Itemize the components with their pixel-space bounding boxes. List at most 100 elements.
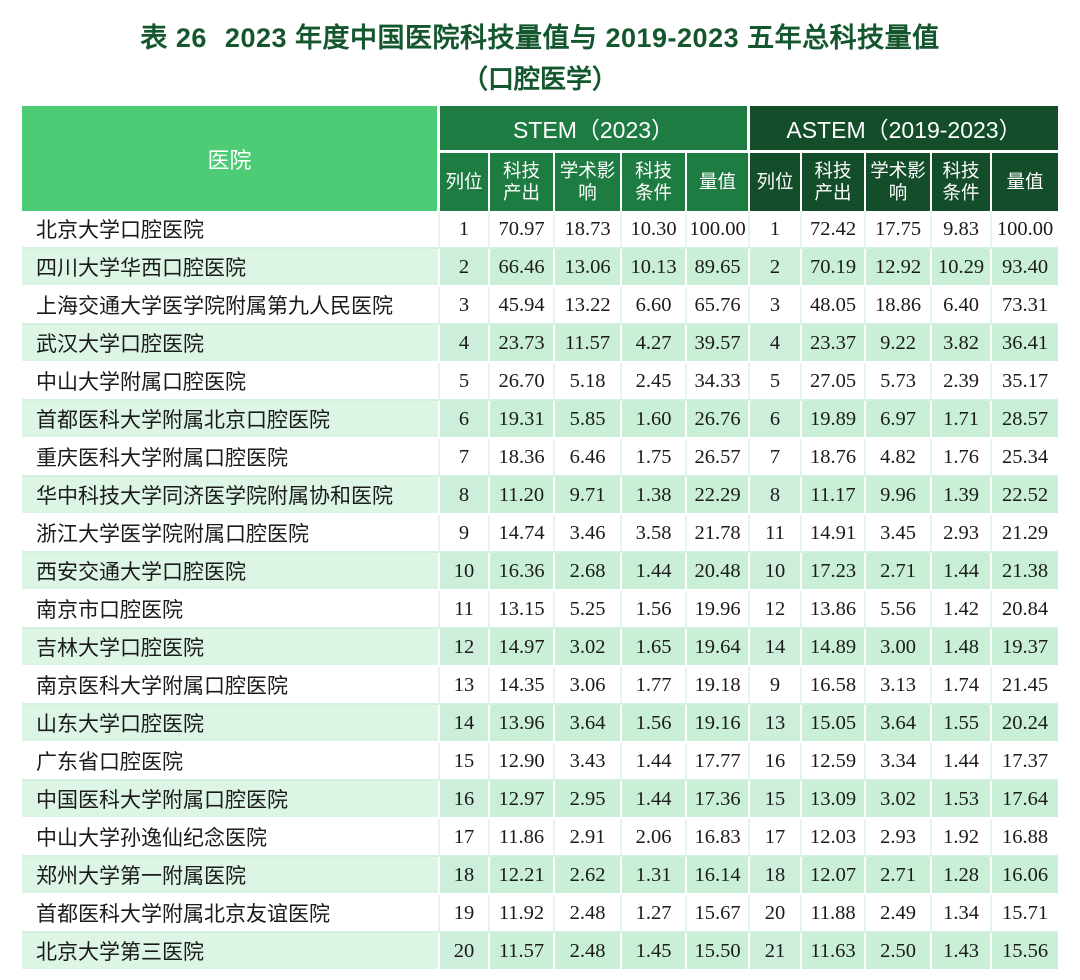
astem-output: 72.42	[802, 211, 866, 249]
astem-value: 16.06	[992, 857, 1058, 895]
astem-impact: 9.22	[866, 325, 932, 363]
astem-output: 12.03	[802, 819, 866, 857]
astem-output: 17.23	[802, 553, 866, 591]
stem-rank: 14	[440, 705, 490, 743]
stem-group-header: STEM（2023）	[440, 106, 750, 153]
stem-output: 18.36	[490, 439, 555, 477]
hospital-name: 南京市口腔医院	[22, 591, 440, 629]
stem-value: 65.76	[687, 287, 750, 325]
stem-impact: 5.25	[555, 591, 622, 629]
hospital-name: 浙江大学医学院附属口腔医院	[22, 515, 440, 553]
stem-rank: 7	[440, 439, 490, 477]
astem-value: 21.38	[992, 553, 1058, 591]
hospital-name: 首都医科大学附属北京友谊医院	[22, 895, 440, 933]
astem-value: 22.52	[992, 477, 1058, 515]
ranking-table: 医院 STEM（2023） ASTEM（2019-2023） 列位 科技产出 学术影…	[22, 106, 1058, 971]
astem-rank: 12	[750, 591, 802, 629]
astem-output: 27.05	[802, 363, 866, 401]
astem-rank: 1	[750, 211, 802, 249]
stem-rank: 18	[440, 857, 490, 895]
stem-output: 11.86	[490, 819, 555, 857]
astem-condition: 10.29	[932, 249, 992, 287]
stem-condition: 1.56	[622, 705, 687, 743]
astem-output: 13.86	[802, 591, 866, 629]
astem-condition: 1.92	[932, 819, 992, 857]
table-title-text: 2023 年度中国医院科技量值与 2019-2023 五年总科技量值	[224, 23, 940, 53]
astem-output: 15.05	[802, 705, 866, 743]
stem-impact: 9.71	[555, 477, 622, 515]
stem-condition: 1.45	[622, 933, 687, 971]
hospital-name: 郑州大学第一附属医院	[22, 857, 440, 895]
stem-condition: 2.45	[622, 363, 687, 401]
stem-rank: 17	[440, 819, 490, 857]
astem-condition: 1.28	[932, 857, 992, 895]
table-row: 中国医科大学附属口腔医院 16 12.97 2.95 1.44 17.36 15 13.09 3…	[22, 781, 1058, 819]
astem-rank: 18	[750, 857, 802, 895]
astem-rank: 9	[750, 667, 802, 705]
table-row: 吉林大学口腔医院 12 14.97 3.02 1.65 19.64 14 14.89 3.00 1…	[22, 629, 1058, 667]
table-body: 北京大学口腔医院 1 70.97 18.73 10.30 100.00 1 72.42 17.7…	[22, 211, 1058, 971]
stem-value: 89.65	[687, 249, 750, 287]
stem-impact: 3.02	[555, 629, 622, 667]
stem-output: 11.92	[490, 895, 555, 933]
hospital-name: 南京医科大学附属口腔医院	[22, 667, 440, 705]
stem-value: 34.33	[687, 363, 750, 401]
stem-impact: 2.91	[555, 819, 622, 857]
astem-impact: 12.92	[866, 249, 932, 287]
stem-value: 15.50	[687, 933, 750, 971]
astem-rank: 3	[750, 287, 802, 325]
stem-condition: 1.31	[622, 857, 687, 895]
stem-subheader-1: 科技产出	[490, 153, 555, 211]
astem-impact: 17.75	[866, 211, 932, 249]
hospital-name: 四川大学华西口腔医院	[22, 249, 440, 287]
astem-condition: 1.71	[932, 401, 992, 439]
table-row: 重庆医科大学附属口腔医院 7 18.36 6.46 1.75 26.57 7 18.76 4.8…	[22, 439, 1058, 477]
stem-value: 19.18	[687, 667, 750, 705]
stem-output: 13.15	[490, 591, 555, 629]
astem-output: 12.59	[802, 743, 866, 781]
table-row: 武汉大学口腔医院 4 23.73 11.57 4.27 39.57 4 23.37 9.22 3.…	[22, 325, 1058, 363]
stem-condition: 6.60	[622, 287, 687, 325]
astem-rank: 14	[750, 629, 802, 667]
astem-rank: 2	[750, 249, 802, 287]
stem-condition: 2.06	[622, 819, 687, 857]
stem-value: 19.16	[687, 705, 750, 743]
stem-condition: 1.44	[622, 553, 687, 591]
astem-impact: 4.82	[866, 439, 932, 477]
table-row: 浙江大学医学院附属口腔医院 9 14.74 3.46 3.58 21.78 11 14.91 3…	[22, 515, 1058, 553]
astem-condition: 9.83	[932, 211, 992, 249]
stem-impact: 5.18	[555, 363, 622, 401]
table-row: 中山大学附属口腔医院 5 26.70 5.18 2.45 34.33 5 27.05 5.73 2…	[22, 363, 1058, 401]
stem-output: 14.74	[490, 515, 555, 553]
stem-condition: 3.58	[622, 515, 687, 553]
astem-impact: 9.96	[866, 477, 932, 515]
stem-impact: 18.73	[555, 211, 622, 249]
table-row: 首都医科大学附属北京口腔医院 6 19.31 5.85 1.60 26.76 6 19.89 6…	[22, 401, 1058, 439]
astem-impact: 2.71	[866, 553, 932, 591]
astem-condition: 1.39	[932, 477, 992, 515]
astem-condition: 2.93	[932, 515, 992, 553]
stem-value: 17.36	[687, 781, 750, 819]
stem-impact: 3.06	[555, 667, 622, 705]
hospital-name: 华中科技大学同济医学院附属协和医院	[22, 477, 440, 515]
stem-condition: 1.65	[622, 629, 687, 667]
stem-value: 20.48	[687, 553, 750, 591]
astem-impact: 3.02	[866, 781, 932, 819]
stem-value: 19.96	[687, 591, 750, 629]
stem-value: 21.78	[687, 515, 750, 553]
stem-output: 45.94	[490, 287, 555, 325]
stem-value: 17.77	[687, 743, 750, 781]
astem-impact: 2.93	[866, 819, 932, 857]
table-title: 表 26 2023 年度中国医院科技量值与 2019-2023 五年总科技量值 （…	[0, 0, 1080, 96]
table-title-line1: 表 26 2023 年度中国医院科技量值与 2019-2023 五年总科技量值	[0, 16, 1080, 55]
astem-rank: 11	[750, 515, 802, 553]
astem-subheader-0: 列位	[750, 153, 802, 211]
hospital-name: 中国医科大学附属口腔医院	[22, 781, 440, 819]
astem-subheader-4: 量值	[992, 153, 1058, 211]
astem-condition: 1.74	[932, 667, 992, 705]
stem-rank: 6	[440, 401, 490, 439]
table-row: 四川大学华西口腔医院 2 66.46 13.06 10.13 89.65 2 70.19 12.…	[22, 249, 1058, 287]
stem-impact: 5.85	[555, 401, 622, 439]
stem-value: 16.83	[687, 819, 750, 857]
stem-value: 26.76	[687, 401, 750, 439]
